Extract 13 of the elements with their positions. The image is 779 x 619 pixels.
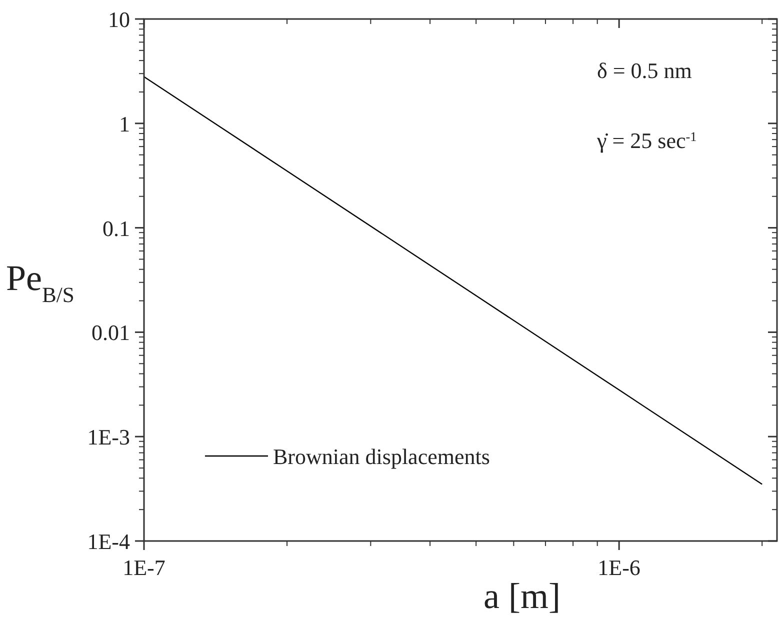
annotation: δ = 0.5 nm bbox=[597, 58, 692, 83]
x-tick-label: 1E-7 bbox=[122, 555, 166, 580]
legend-label: Brownian displacements bbox=[273, 444, 490, 469]
y-tick-label: 1E-3 bbox=[87, 424, 130, 450]
annotation: γ̇ = 25 sec$^{-1}$ bbox=[596, 128, 697, 153]
y-tick-label: 0.01 bbox=[92, 320, 130, 346]
y-axis-title: Pe$_{B/S}$ bbox=[6, 258, 74, 307]
y-tick-label: 0.1 bbox=[102, 216, 130, 241]
y-tick-label: 1 bbox=[119, 111, 130, 136]
x-tick-label: 1E-6 bbox=[598, 555, 640, 580]
y-tick-label: 1E-4 bbox=[87, 529, 130, 554]
y-tick-label: 10 bbox=[108, 7, 130, 32]
x-axis-title: a [m] bbox=[484, 576, 560, 616]
